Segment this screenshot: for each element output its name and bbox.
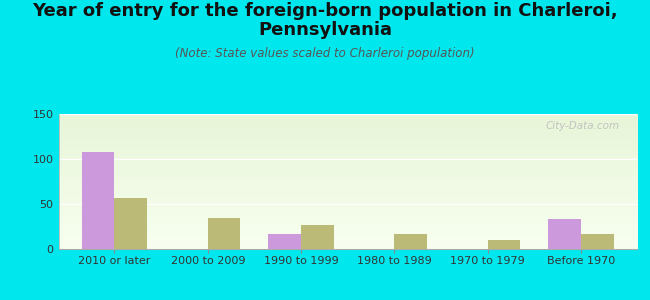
Bar [268, 234, 301, 249]
Bar [114, 198, 147, 249]
Text: Pennsylvania: Pennsylvania [258, 21, 392, 39]
Bar [395, 234, 427, 249]
Bar [301, 225, 333, 249]
Bar [549, 219, 581, 249]
Bar [581, 234, 614, 249]
Text: (Note: State values scaled to Charleroi population): (Note: State values scaled to Charleroi … [176, 46, 474, 59]
Bar [82, 152, 114, 249]
Text: Year of entry for the foreign-born population in Charleroi,: Year of entry for the foreign-born popul… [32, 2, 617, 20]
Text: City-Data.com: City-Data.com [545, 121, 619, 131]
Legend: Charleroi, Pennsylvania: Charleroi, Pennsylvania [227, 296, 468, 300]
Bar [208, 218, 240, 249]
Bar [488, 240, 521, 249]
